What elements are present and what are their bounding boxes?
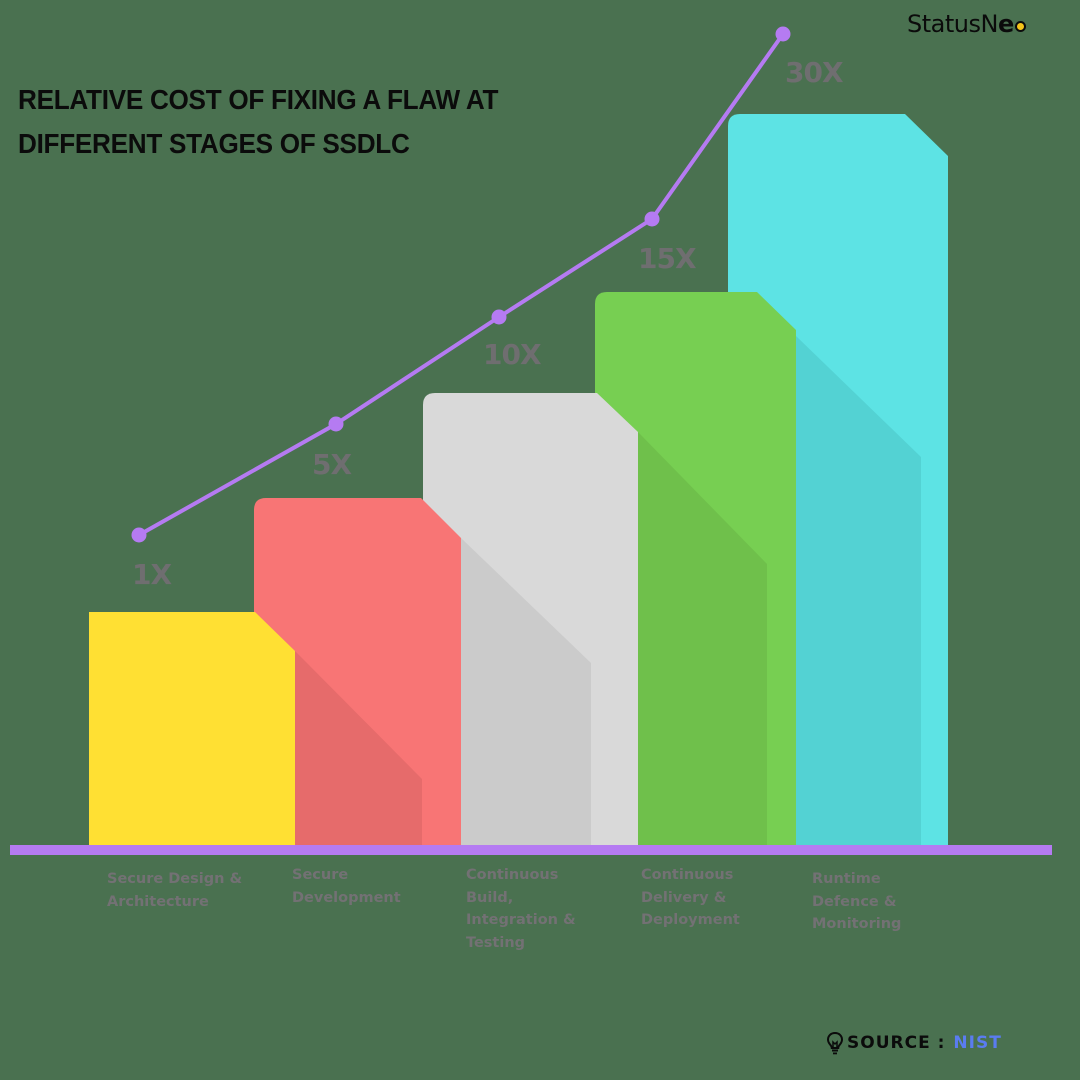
- chart-title-line-2: DIFFERENT STAGES OF SSDLC: [18, 128, 410, 159]
- category-label-runtime-defence: Runtime Defence & Monitoring: [812, 871, 902, 932]
- category-label-secure-development: Secure Development: [292, 867, 401, 906]
- value-label-15x: 15X: [638, 242, 697, 275]
- value-label-30x: 30X: [785, 56, 844, 89]
- value-label-10x: 10X: [483, 338, 542, 371]
- category-label-continuous-delivery: Continuous Delivery & Deployment: [641, 867, 740, 928]
- lightbulb-icon: [826, 1031, 844, 1055]
- chart-title: RELATIVE COST OF FIXING A FLAW AT DIFFER…: [18, 78, 498, 166]
- category-label-continuous-build: Continuous Build, Integration & Testing: [466, 867, 576, 951]
- trend-point-30x: [775, 26, 791, 42]
- brand-logo: StatusN e: [907, 10, 1026, 38]
- source-attribution: SOURCE : NIST: [826, 1031, 1002, 1055]
- source-label: SOURCE :: [847, 1033, 946, 1053]
- value-label-5x: 5X: [312, 448, 352, 481]
- chart-title-line-1: RELATIVE COST OF FIXING A FLAW AT: [18, 84, 499, 115]
- brand-name-part2: e: [997, 10, 1014, 38]
- trend-point-10x: [491, 309, 507, 325]
- source-value: NIST: [953, 1033, 1002, 1053]
- bar-continuous-delivery: [595, 292, 796, 848]
- category-label-secure-design: Secure Design & Architecture: [107, 871, 243, 910]
- x-axis-baseline: [10, 845, 1052, 855]
- trend-point-5x: [328, 416, 344, 432]
- trend-point-1x: [131, 527, 147, 543]
- brand-name-part1: StatusN: [907, 10, 998, 38]
- value-label-1x: 1X: [132, 558, 172, 591]
- brand-logo-dot-icon: [1014, 20, 1026, 32]
- bar-secure-development: [254, 498, 461, 848]
- bar-continuous-build: [423, 393, 638, 848]
- trend-point-15x: [644, 211, 660, 227]
- bar-secure-design: [89, 612, 295, 848]
